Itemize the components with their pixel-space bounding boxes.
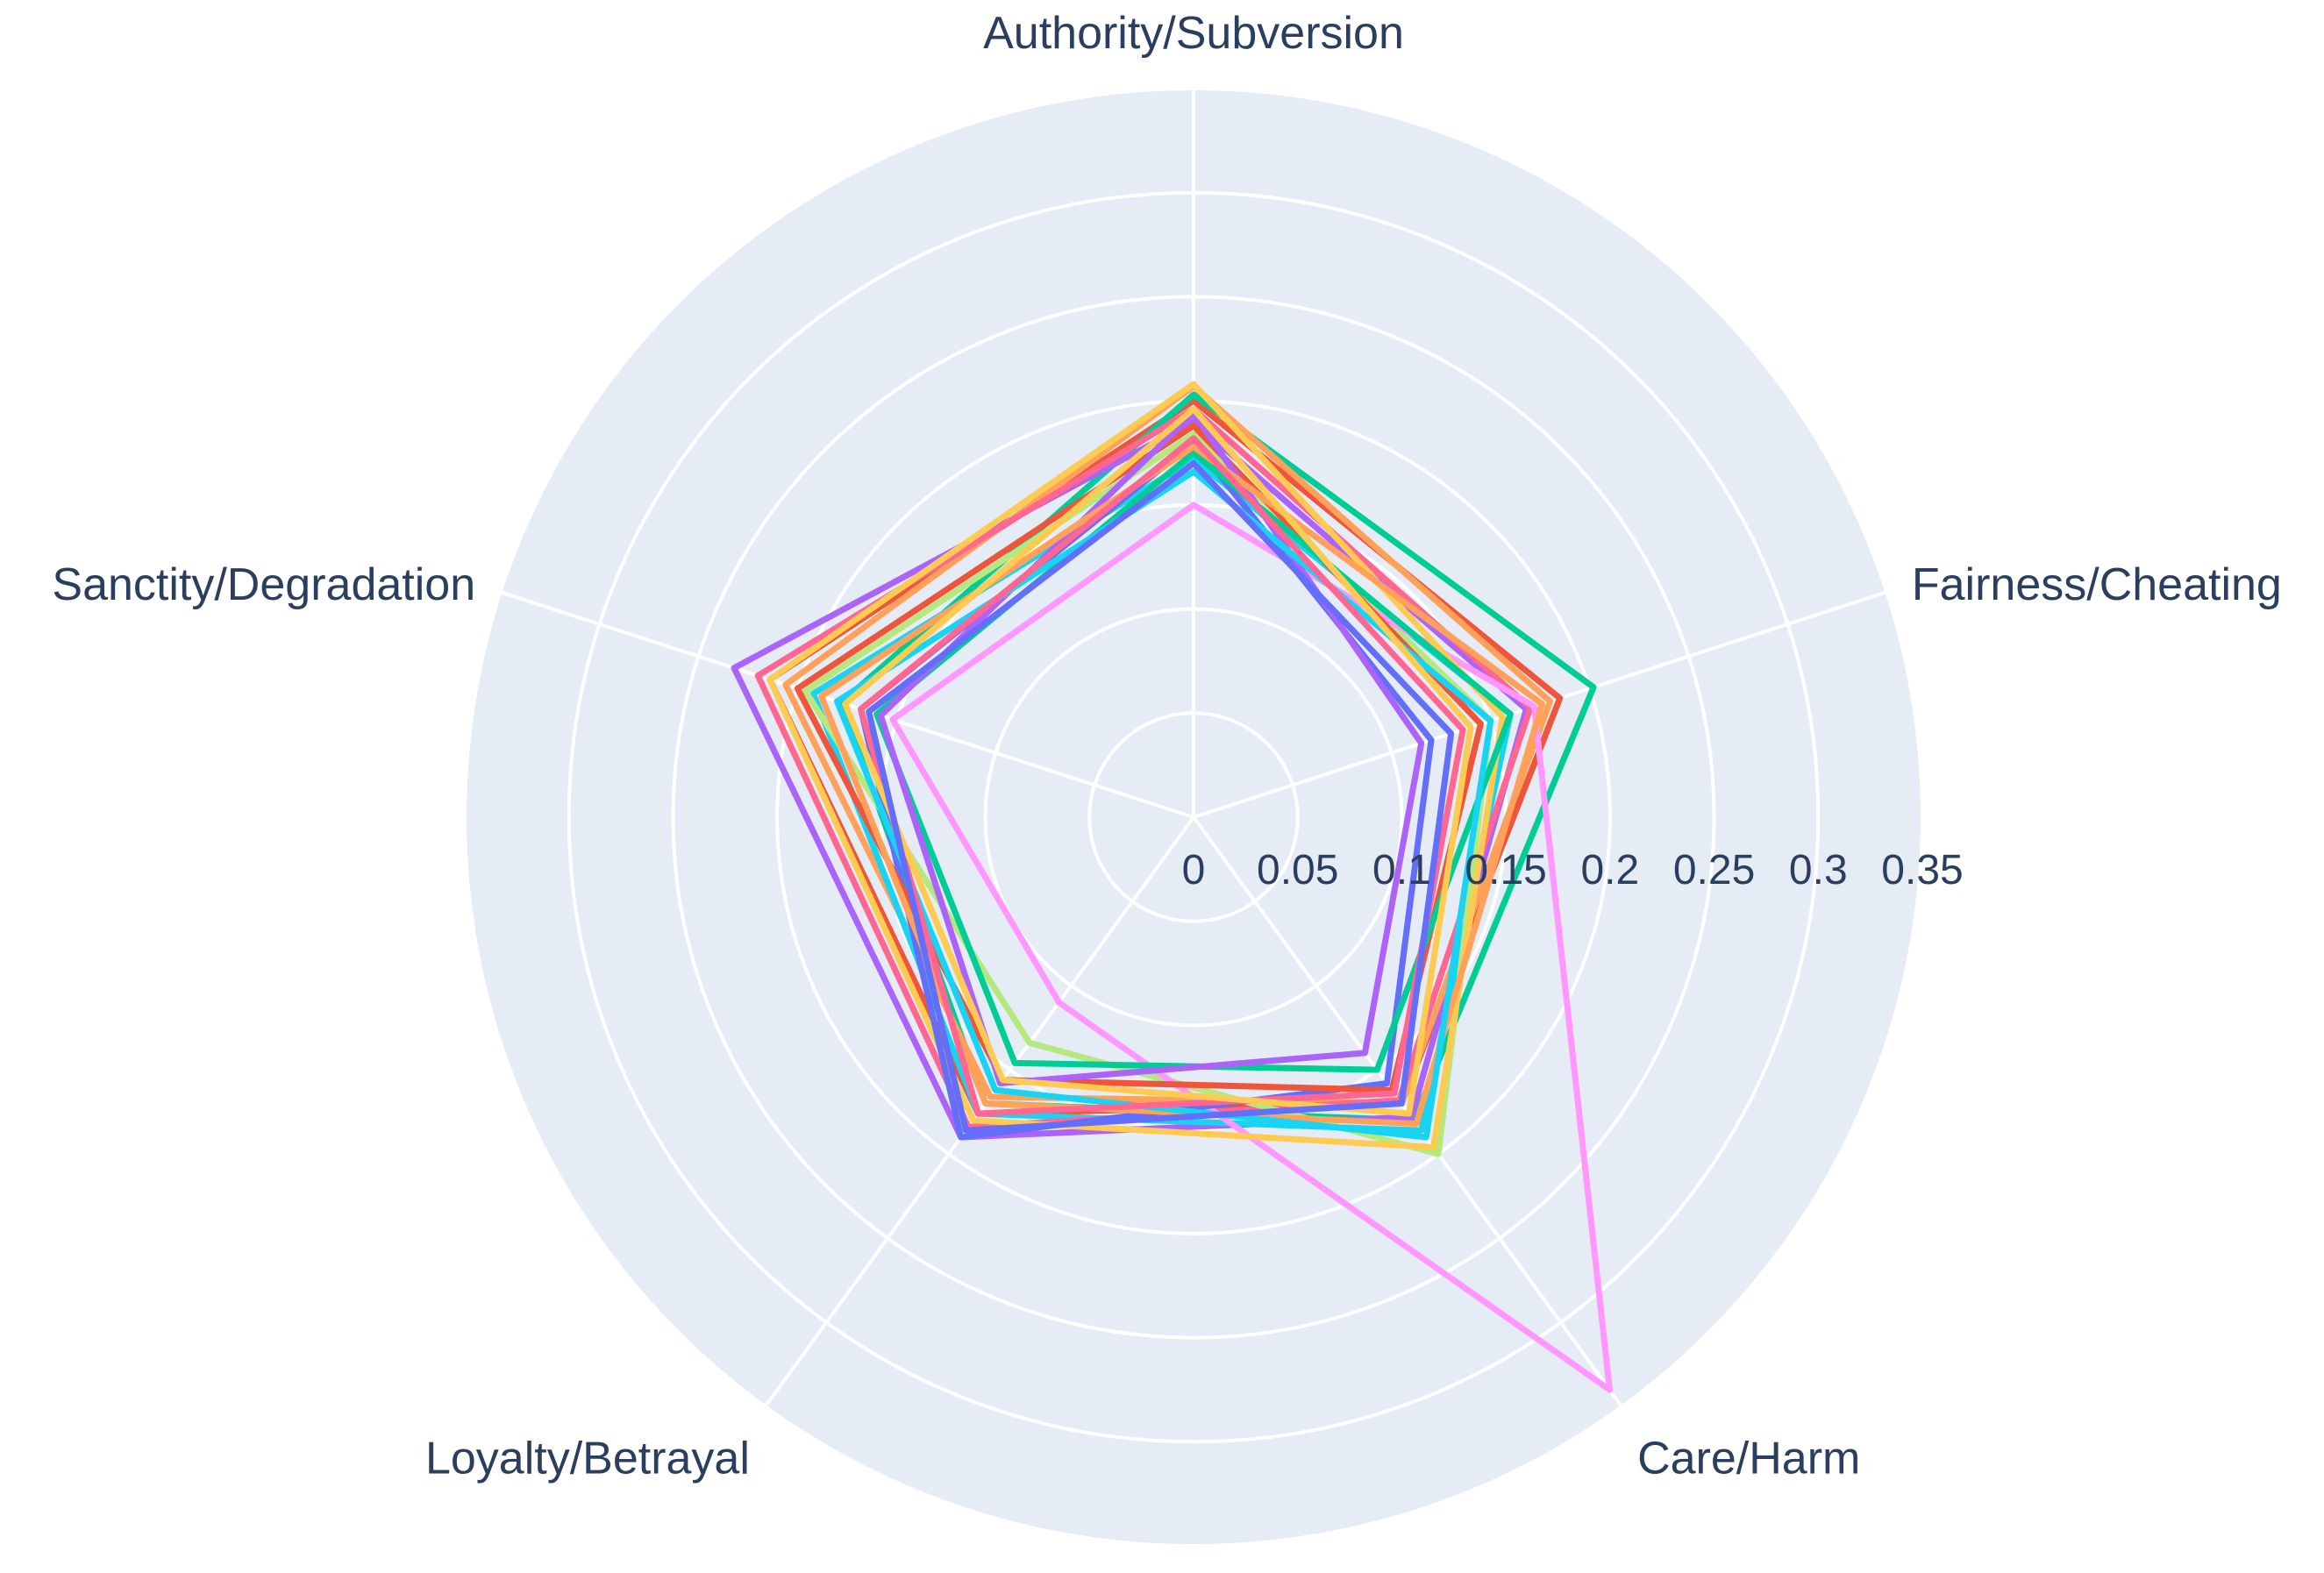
axis-label: Sanctity/Degradation <box>52 559 475 610</box>
series-layer <box>731 381 1613 1393</box>
radial-tick-label: 0.15 <box>1465 847 1546 893</box>
axis-labels: Fairness/Cheating Care/Harm Loyalty/Betray… <box>52 8 2281 1484</box>
radial-tick-labels: 0 0.05 0.1 0.15 0.2 0.25 0.3 0.35 <box>1182 847 1964 893</box>
axis-label: Authority/Subversion <box>983 8 1404 59</box>
series-line <box>889 502 1613 1393</box>
radial-tick-label: 0.1 <box>1372 847 1431 893</box>
series-line <box>858 435 1466 1117</box>
radial-tick-label: 0.25 <box>1673 847 1755 893</box>
axis-label: Fairness/Cheating <box>1912 559 2282 610</box>
radial-tick-label: 0.2 <box>1580 847 1639 893</box>
axis-label: Loyalty/Betrayal <box>425 1434 750 1484</box>
series-line <box>842 406 1474 1117</box>
series-line <box>866 459 1455 1134</box>
radial-tick-label: 0.3 <box>1789 847 1848 893</box>
series-line <box>766 381 1506 1150</box>
series-line <box>877 409 1425 1086</box>
radial-tick-label: 0.05 <box>1257 847 1338 893</box>
axis-label: Care/Harm <box>1637 1434 1860 1484</box>
radial-tick-label: 0 <box>1182 847 1206 893</box>
radial-tick-label: 0.35 <box>1881 847 1963 893</box>
